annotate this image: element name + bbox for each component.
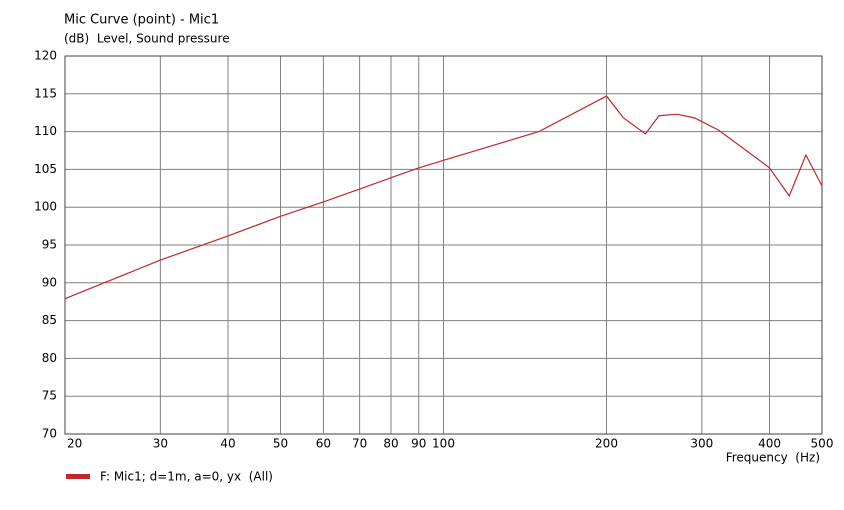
x-tick-label: 300	[690, 437, 713, 451]
x-tick-label: 20	[67, 437, 82, 451]
y-tick-label: 110	[34, 124, 57, 138]
y-tick-label: 85	[42, 313, 57, 327]
x-axis-label: Frequency (Hz)	[726, 451, 820, 465]
x-tick-label: 40	[220, 437, 235, 451]
y-tick-label: 105	[34, 162, 57, 176]
x-tick-label: 50	[273, 437, 288, 451]
y-tick-label: 80	[42, 351, 57, 365]
x-tick-label: 100	[432, 437, 455, 451]
data-line	[64, 95, 823, 300]
chart-title: Mic Curve (point) - Mic1	[64, 13, 219, 28]
chart-subtitle: (dB) Level, Sound pressure	[64, 32, 230, 46]
plot-border	[64, 55, 823, 435]
y-tick-label: 100	[34, 200, 57, 214]
legend-label: F: Mic1; d=1m, a=0, yx (All)	[100, 470, 273, 484]
x-tick-label: 60	[316, 437, 331, 451]
y-tick-label: 95	[42, 238, 57, 252]
x-tick-label: 500	[811, 437, 834, 451]
x-tick-label: 400	[758, 437, 781, 451]
x-tick-label: 70	[352, 437, 367, 451]
y-tick-label: 115	[34, 86, 57, 100]
legend-swatch	[66, 474, 90, 479]
y-tick-label: 90	[42, 275, 57, 289]
x-tick-label: 30	[153, 437, 168, 451]
x-tick-label: 90	[411, 437, 426, 451]
x-tick-label: 80	[383, 437, 398, 451]
y-tick-label: 70	[42, 427, 57, 441]
y-tick-label: 75	[42, 389, 57, 403]
y-tick-label: 120	[34, 49, 57, 63]
x-tick-label: 200	[595, 437, 618, 451]
